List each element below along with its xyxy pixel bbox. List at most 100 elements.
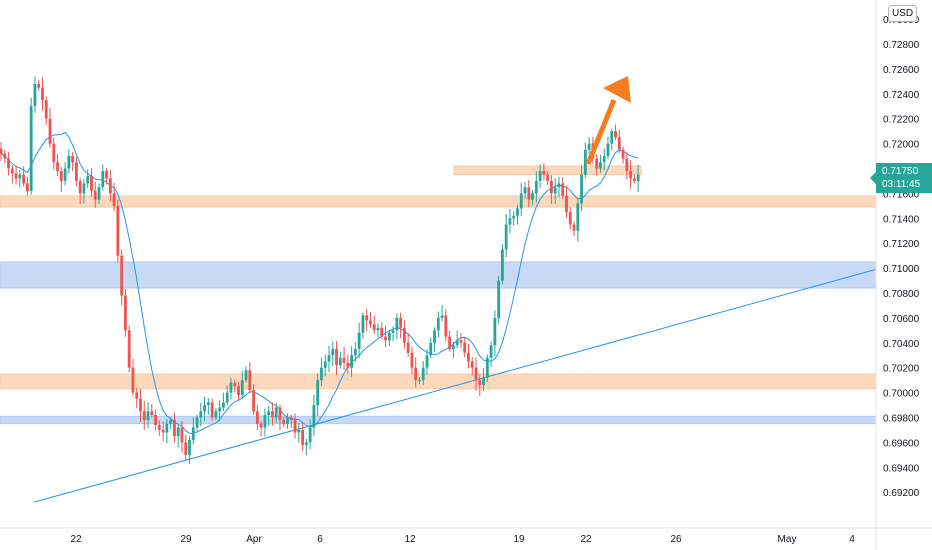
candle-body (124, 295, 127, 331)
time-tick-label: 4 (849, 534, 855, 545)
candle-body (542, 170, 546, 175)
candle-body (444, 315, 448, 337)
candle-body (372, 324, 376, 331)
candle-body (165, 423, 169, 433)
candle-body (350, 355, 354, 368)
candle-body (56, 162, 59, 171)
candle-body (44, 100, 48, 119)
candle-body (282, 419, 286, 424)
candle-body (391, 330, 395, 333)
zones-layer (0, 165, 877, 425)
candle-body (595, 158, 599, 169)
candle-body (78, 180, 82, 194)
candle-body (240, 380, 244, 396)
moving-average-layer (0, 131, 639, 434)
candle-body (161, 429, 165, 433)
candle-body (599, 162, 602, 169)
candle-body (293, 419, 297, 433)
price-tick-label: 0.69200 (883, 488, 920, 499)
candle-body (41, 87, 44, 101)
price-tick-label: 0.72400 (883, 90, 920, 101)
candle-body (357, 332, 361, 350)
arrow-shaft (585, 99, 617, 165)
candle-body (414, 367, 418, 381)
candle-body (210, 402, 214, 418)
candle-body (116, 205, 120, 256)
candle-body (418, 380, 421, 382)
candle-body (557, 183, 561, 188)
price-tick-label: 0.69400 (883, 463, 920, 474)
candle-body (501, 249, 504, 281)
resistance-zone (0, 373, 877, 390)
candle-body (467, 352, 470, 362)
candle-body (485, 357, 489, 378)
candle-body (331, 349, 335, 356)
time-tick-label: 6 (317, 534, 323, 545)
price-tick-label: 0.72200 (883, 115, 920, 126)
candle-body (86, 175, 90, 184)
candle-body (482, 377, 485, 386)
candle-body (606, 143, 610, 157)
currency-label: USD (891, 8, 914, 19)
candle-body (199, 411, 203, 418)
candle-body (402, 327, 406, 343)
time-axis[interactable]: 22 29 Apr 6 12 19 22 26 May 4 (70, 534, 855, 545)
candle-body (233, 382, 237, 387)
candle-body (173, 419, 176, 437)
candle-body (636, 174, 640, 181)
candle-body (621, 149, 625, 159)
candle-body (625, 158, 629, 171)
candle-body (82, 183, 86, 194)
candle-body (169, 419, 173, 424)
price-tick-label: 0.70200 (883, 364, 920, 375)
candle-body (335, 349, 338, 366)
price-tick-label: 0.69800 (883, 414, 920, 425)
candle-body (10, 168, 14, 174)
last-price-tag: 0.71750 03:11:45 (870, 162, 932, 193)
arrow-head (603, 76, 631, 103)
price-tick-label: 0.71600 (883, 189, 920, 200)
candle-body (421, 367, 425, 381)
price-tick-label: 0.71000 (883, 264, 920, 275)
support-zone (0, 415, 877, 425)
candle-body (497, 280, 501, 318)
candle-body (459, 340, 463, 343)
last-price-value: 0.71750 (882, 165, 919, 177)
candle-body (361, 315, 365, 333)
candle-body (139, 398, 142, 412)
candle-body (255, 411, 259, 424)
candle-body (316, 380, 320, 406)
candle-body (90, 175, 93, 191)
candle-body (338, 357, 342, 366)
candle-body (67, 156, 71, 169)
candle-body (346, 362, 350, 368)
candle-body (565, 195, 568, 213)
candle-body (0, 148, 3, 154)
currency-button[interactable]: USD (888, 5, 917, 22)
candle-body (572, 224, 576, 231)
candle-body (48, 118, 52, 144)
candle-body (278, 407, 282, 420)
price-axis[interactable]: 0.728000.726000.724000.722000.720000.718… (883, 15, 920, 499)
candle-body (455, 340, 459, 346)
candle-body (342, 357, 346, 363)
candle-body (580, 174, 583, 204)
price-tick-label: 0.71400 (883, 214, 920, 225)
price-tick-label: 0.70600 (883, 314, 920, 325)
candle-body (3, 153, 7, 159)
price-tick-label: 0.70400 (883, 339, 920, 350)
candle-body (184, 442, 188, 455)
candle-body (150, 411, 154, 416)
candle-body (614, 131, 617, 138)
candle-body (274, 407, 278, 418)
candle-body (29, 106, 33, 191)
candle-body (203, 405, 206, 412)
candle-body (523, 187, 527, 194)
candle-body (267, 411, 271, 416)
candle-body (546, 174, 550, 181)
candle-body (308, 427, 312, 443)
candle-body (550, 180, 553, 194)
candle-body (602, 156, 606, 163)
candle-body (448, 336, 452, 350)
